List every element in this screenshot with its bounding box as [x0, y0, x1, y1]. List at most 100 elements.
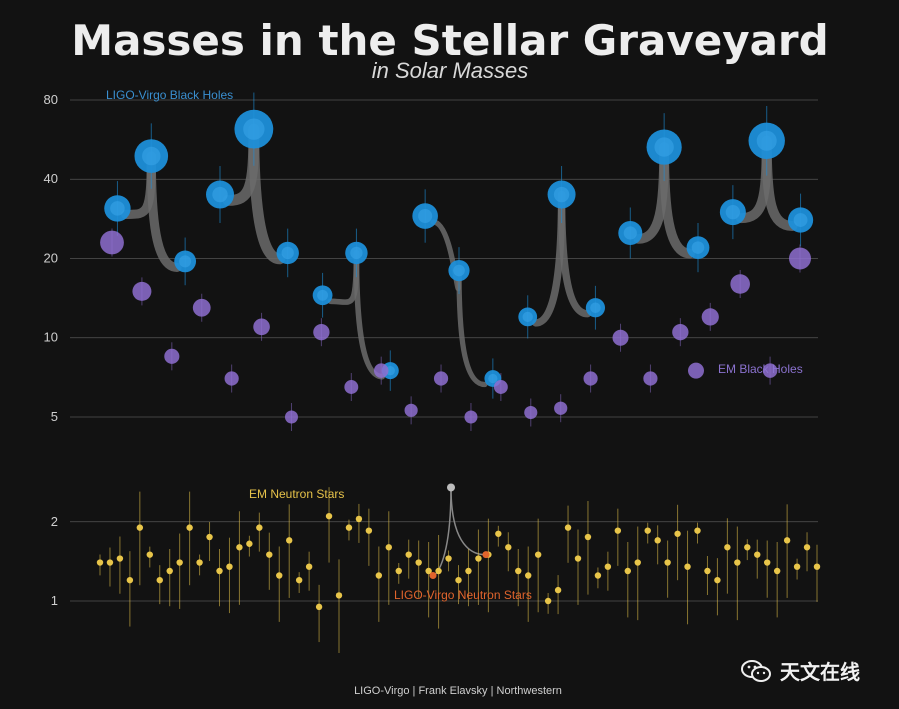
em-neutron-star: [554, 586, 562, 594]
em-neutron-star: [325, 512, 333, 520]
ligo-black-hole-core: [453, 264, 465, 277]
em-black-hole: [464, 410, 478, 424]
ligo-black-hole-core: [488, 373, 498, 384]
ligo-black-hole-core: [590, 302, 601, 314]
ligo-black-hole-core: [243, 118, 265, 140]
ligo-neutron-star: [429, 571, 437, 579]
em-neutron-star: [96, 559, 104, 566]
em-black-hole: [100, 230, 124, 255]
ligo-merger-remnant: [447, 483, 455, 492]
em-neutron-star: [515, 567, 522, 575]
merger-arc: [456, 267, 488, 388]
em-neutron-star: [226, 563, 233, 570]
wechat-icon: [740, 658, 772, 684]
em-black-hole: [373, 363, 389, 378]
em-black-hole: [164, 348, 180, 364]
em-black-hole: [313, 324, 330, 341]
em-neutron-star: [216, 567, 223, 575]
em-neutron-star: [694, 527, 701, 534]
em-black-hole: [132, 281, 152, 301]
em-neutron-star: [754, 551, 761, 558]
em-neutron-star: [465, 567, 472, 575]
em-neutron-star: [236, 544, 243, 551]
em-neutron-star: [724, 544, 731, 551]
em-neutron-star: [505, 544, 512, 551]
em-neutron-star: [813, 563, 821, 570]
ligo-black-hole-core: [418, 208, 433, 224]
em-neutron-star: [146, 551, 153, 558]
chart-subtitle: in Solar Masses: [372, 58, 529, 83]
em-neutron-star: [574, 555, 582, 562]
em-neutron-star: [764, 559, 771, 566]
ligo-black-hole-core: [212, 186, 228, 203]
ligo-black-hole-core: [691, 241, 705, 254]
em-neutron-star: [634, 559, 641, 566]
em-black-hole: [701, 308, 719, 326]
em-neutron-star: [744, 544, 751, 551]
em-neutron-star: [295, 576, 303, 584]
em-neutron-star: [425, 567, 432, 575]
em-neutron-star: [266, 551, 273, 558]
em-neutron-star: [534, 551, 542, 558]
watermark: 天文在线: [740, 656, 860, 685]
em-black-hole: [730, 274, 750, 294]
em-black-hole: [253, 318, 270, 336]
chart-title: Masses in the Stellar Graveyard: [71, 16, 828, 65]
em-neutron-star: [106, 559, 114, 566]
ligo-black-hole-core: [654, 137, 674, 157]
em-black-hole: [612, 329, 629, 346]
em-neutron-star: [614, 527, 622, 534]
em-black-hole: [583, 371, 598, 386]
em-neutron-star: [196, 559, 203, 566]
ligo-black-hole-core: [110, 201, 125, 216]
em-neutron-star: [654, 537, 661, 544]
em-neutron-star: [176, 559, 183, 566]
em-neutron-star: [604, 563, 612, 570]
em-neutron-star: [544, 597, 552, 605]
ligo-black-hole-core: [179, 255, 192, 268]
em-black-hole: [344, 380, 359, 394]
em-black-hole: [643, 371, 658, 386]
em-neutron-star: [564, 524, 572, 531]
em-neutron-star: [714, 576, 721, 584]
ligo-black-hole-core: [522, 311, 533, 323]
em-neutron-star: [644, 527, 651, 534]
em-neutron-star: [624, 567, 631, 575]
ligo-black-hole-core: [756, 130, 777, 151]
data-points: [96, 109, 821, 611]
em-neutron-star: [584, 533, 592, 541]
em-neutron-star: [126, 576, 134, 584]
em-black-hole: [524, 405, 538, 420]
em-neutron-star: [365, 527, 373, 534]
em-neutron-star: [116, 555, 124, 562]
em-neutron-star: [405, 551, 412, 558]
y-tick-label: 5: [51, 409, 58, 424]
label-ligo-neutron-stars: LIGO-Virgo Neutron Stars: [394, 588, 532, 602]
em-neutron-star: [395, 567, 402, 575]
em-neutron-star: [276, 572, 283, 579]
em-neutron-star: [674, 530, 681, 537]
em-neutron-star: [445, 555, 452, 562]
em-black-hole: [192, 298, 211, 317]
em-neutron-star: [206, 533, 213, 541]
ligo-neutron-star: [482, 551, 490, 559]
em-neutron-star: [315, 603, 323, 611]
em-neutron-star: [166, 567, 173, 575]
grid: 1 2 5 10 20 40 80: [44, 92, 818, 608]
em-neutron-star: [136, 524, 144, 531]
em-neutron-star: [375, 572, 383, 579]
em-neutron-star: [783, 537, 791, 544]
merger-arc: [353, 250, 386, 380]
ligo-black-hole-core: [142, 146, 161, 166]
em-neutron-star: [345, 524, 353, 531]
em-neutron-star: [435, 567, 442, 575]
em-neutron-star: [803, 544, 811, 551]
em-neutron-star: [734, 559, 741, 566]
em-neutron-star: [186, 524, 193, 531]
em-black-hole-legend-dot: [688, 362, 704, 379]
y-tick-label: 20: [44, 250, 58, 265]
em-black-hole: [224, 371, 239, 386]
watermark-text: 天文在线: [780, 660, 860, 684]
em-neutron-star: [664, 559, 671, 566]
